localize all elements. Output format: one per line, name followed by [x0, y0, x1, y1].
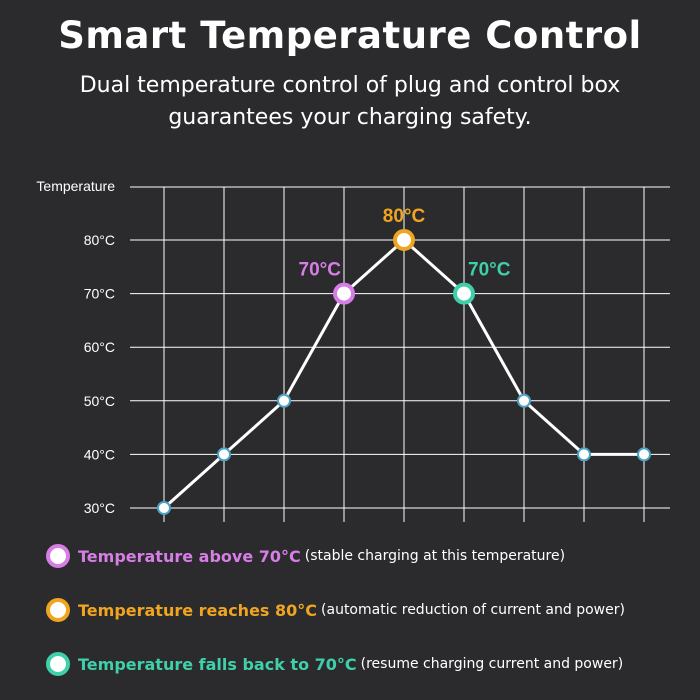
legend: Temperature above 70°C (stable charging …	[46, 540, 686, 690]
highlight-point	[393, 229, 415, 251]
chart-grid	[130, 186, 670, 522]
highlight-labels: 70°C 80°C 70°C	[299, 206, 511, 281]
y-axis-ticks: 80°C 70°C 60°C 50°C 40°C 30°C	[84, 232, 115, 516]
legend-note-text: (automatic reduction of current and powe…	[321, 602, 625, 618]
data-point	[637, 447, 651, 462]
highlight-label: 70°C	[468, 260, 511, 281]
y-tick-label: 30°C	[84, 500, 115, 516]
data-point	[217, 447, 231, 462]
legend-item-falls-back-70: Temperature falls back to 70°C (resume c…	[46, 650, 623, 678]
purple-dot-icon	[46, 544, 70, 568]
data-point	[517, 393, 531, 408]
y-tick-label: 50°C	[84, 393, 115, 409]
highlight-point	[333, 282, 355, 305]
legend-strong-text: Temperature reaches 80°C	[78, 600, 318, 620]
highlight-label: 80°C	[383, 206, 426, 227]
data-points	[157, 229, 651, 515]
legend-item-reaches-80: Temperature reaches 80°C (automatic redu…	[46, 596, 625, 624]
subtitle-line-1: Dual temperature control of plug and con…	[79, 73, 621, 98]
legend-strong-text: Temperature falls back to 70°C	[78, 654, 357, 674]
legend-note-text: (stable charging at this temperature)	[304, 548, 566, 564]
y-axis-label: Temperature	[36, 178, 115, 194]
teal-dot-icon	[46, 652, 70, 676]
y-tick-label: 60°C	[84, 339, 115, 355]
y-tick-label: 70°C	[84, 286, 115, 302]
orange-dot-icon	[46, 598, 70, 622]
page-title: Smart Temperature Control	[58, 14, 642, 57]
legend-note-text: (resume charging current and power)	[360, 656, 624, 672]
highlight-point	[453, 282, 475, 305]
data-point	[157, 501, 171, 515]
highlight-label: 70°C	[299, 260, 342, 281]
page-subtitle: Dual temperature control of plug and con…	[0, 70, 700, 134]
data-point	[577, 447, 591, 462]
data-point	[277, 393, 291, 408]
y-tick-label: 40°C	[84, 446, 115, 462]
legend-item-above-70: Temperature above 70°C (stable charging …	[46, 542, 565, 570]
legend-strong-text: Temperature above 70°C	[78, 546, 301, 566]
subtitle-line-2: guarantees your charging safety.	[168, 105, 532, 130]
y-tick-label: 80°C	[84, 232, 115, 248]
